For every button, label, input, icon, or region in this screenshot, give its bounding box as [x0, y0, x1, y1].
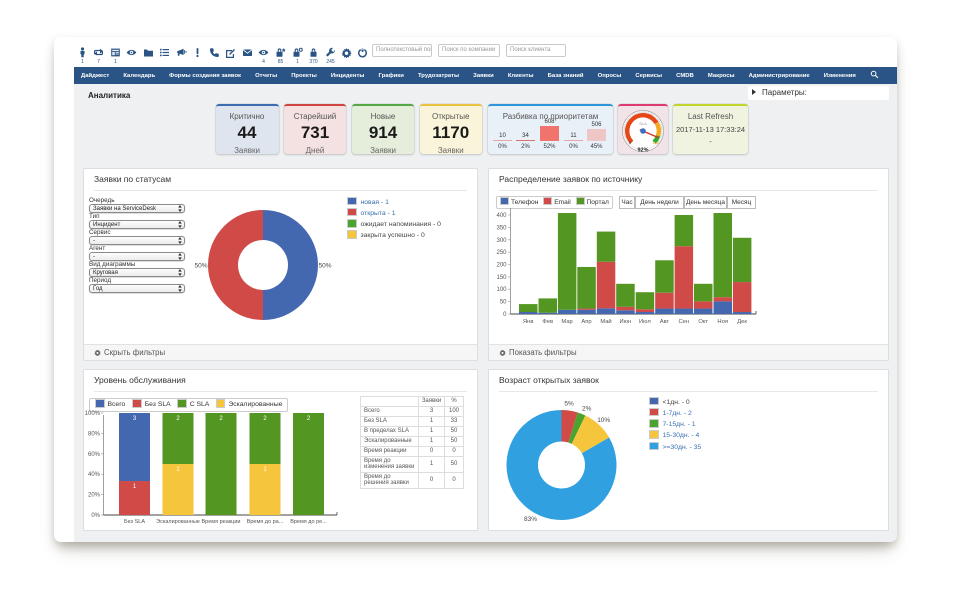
svg-text:Мар: Мар [561, 319, 572, 325]
svg-text:Авг: Авг [660, 319, 669, 325]
svg-text:100: 100 [496, 287, 507, 293]
svg-text:Июл: Июл [639, 319, 651, 325]
svg-text:Май: Май [600, 318, 611, 325]
svg-text:300: 300 [496, 238, 507, 244]
svg-text:350: 350 [496, 225, 507, 231]
svg-text:40%: 40% [88, 472, 101, 478]
svg-text:250: 250 [496, 250, 507, 256]
svg-text:2: 2 [263, 416, 267, 422]
svg-text:Время до ра...: Время до ра... [247, 519, 284, 525]
svg-text:Янв: Янв [523, 319, 533, 325]
svg-text:Сен: Сен [678, 319, 689, 325]
svg-text:60%: 60% [88, 452, 101, 458]
svg-text:Без SLA: Без SLA [124, 519, 145, 525]
svg-text:50: 50 [500, 300, 507, 306]
svg-text:1: 1 [133, 484, 137, 490]
svg-text:2: 2 [176, 416, 180, 422]
svg-text:Июн: Июн [620, 319, 632, 325]
svg-text:Фев: Фев [542, 319, 553, 325]
svg-text:2%: 2% [582, 406, 592, 413]
svg-text:0: 0 [629, 140, 632, 145]
svg-text:SLA: SLA [639, 121, 647, 126]
svg-text:100: 100 [652, 140, 659, 145]
svg-text:2: 2 [307, 416, 311, 422]
svg-text:1: 1 [263, 467, 267, 473]
svg-text:2: 2 [219, 416, 223, 422]
svg-text:50%: 50% [318, 262, 331, 269]
svg-text:92%: 92% [637, 147, 648, 153]
svg-text:10%: 10% [597, 417, 610, 424]
svg-text:5%: 5% [564, 401, 574, 408]
svg-text:80%: 80% [88, 431, 101, 437]
svg-text:83%: 83% [524, 516, 537, 523]
svg-text:Время до ре...: Время до ре... [290, 519, 327, 525]
svg-text:20%: 20% [88, 493, 101, 499]
svg-text:100%: 100% [85, 411, 101, 417]
svg-text:Ноя: Ноя [717, 319, 728, 325]
svg-text:Окт: Окт [698, 319, 708, 325]
svg-text:150: 150 [496, 275, 507, 281]
svg-text:200: 200 [496, 263, 507, 269]
svg-text:0%: 0% [91, 513, 100, 519]
svg-text:3: 3 [133, 416, 137, 422]
svg-text:50%: 50% [194, 262, 207, 269]
svg-text:Апр: Апр [581, 319, 591, 325]
svg-text:Эскалированные: Эскалированные [156, 519, 200, 525]
svg-text:Время реакции: Время реакции [202, 519, 241, 525]
svg-text:1: 1 [176, 467, 180, 473]
svg-text:0: 0 [503, 312, 507, 318]
svg-text:400: 400 [496, 213, 507, 219]
svg-text:Дек: Дек [737, 319, 747, 325]
